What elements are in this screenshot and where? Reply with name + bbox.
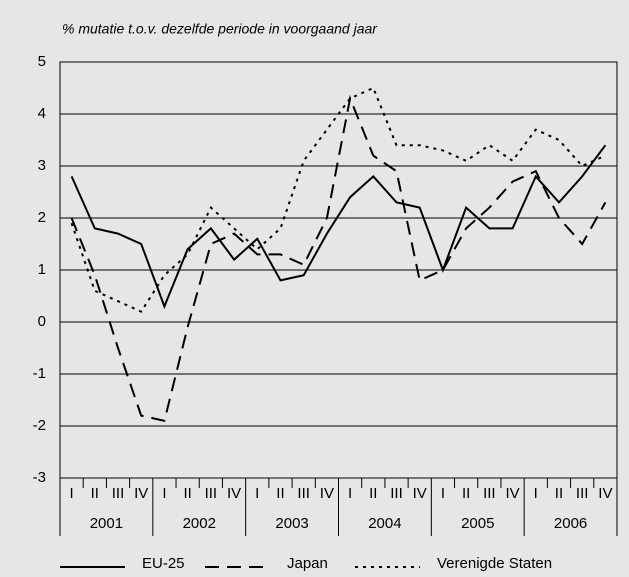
x-tick-label: III — [297, 485, 310, 502]
x-tick-label: II — [183, 485, 191, 502]
y-tick-label: 3 — [38, 157, 46, 174]
y-tick-label: -1 — [33, 365, 46, 382]
chart-subtitle: % mutatie t.o.v. dezelfde periode in voo… — [62, 21, 378, 37]
legend-label: EU-25 — [142, 555, 185, 572]
x-tick-label: I — [348, 485, 352, 502]
legend-label: Japan — [287, 555, 328, 572]
x-tick-label: I — [534, 485, 538, 502]
year-label: 2003 — [275, 515, 308, 532]
x-tick-label: III — [205, 485, 218, 502]
year-label: 2004 — [368, 515, 401, 532]
y-tick-label: -3 — [33, 469, 46, 486]
y-tick-label: -2 — [33, 417, 46, 434]
legend-label: Verenigde Staten — [437, 555, 552, 572]
y-tick-label: 2 — [38, 209, 46, 226]
series-line — [70, 86, 606, 313]
x-tick-label: IV — [413, 485, 427, 502]
x-tick-label: IV — [505, 485, 519, 502]
y-tick-label: 5 — [38, 53, 46, 70]
x-tick-label: III — [576, 485, 589, 502]
x-tick-label: I — [255, 485, 259, 502]
year-label: 2005 — [461, 515, 494, 532]
x-tick-label: II — [276, 485, 284, 502]
x-tick-label: III — [112, 485, 125, 502]
x-tick-label: IV — [598, 485, 612, 502]
x-tick-label: IV — [134, 485, 148, 502]
y-tick-label: 1 — [38, 261, 46, 278]
y-tick-label: 0 — [38, 313, 46, 330]
year-label: 2006 — [554, 515, 587, 532]
series-line — [70, 144, 607, 310]
x-tick-label: II — [369, 485, 377, 502]
x-tick-label: III — [483, 485, 496, 502]
x-tick-label: IV — [320, 485, 334, 502]
x-tick-label: I — [162, 485, 166, 502]
x-tick-label: II — [555, 485, 563, 502]
x-tick-label: IV — [227, 485, 241, 502]
x-tick-label: II — [91, 485, 99, 502]
x-tick-label: II — [462, 485, 470, 502]
series-line — [70, 94, 607, 422]
year-label: 2002 — [183, 515, 216, 532]
x-tick-label: I — [70, 485, 74, 502]
x-tick-label: I — [441, 485, 445, 502]
y-tick-label: 4 — [38, 105, 46, 122]
x-tick-label: III — [390, 485, 403, 502]
year-label: 2001 — [90, 515, 123, 532]
